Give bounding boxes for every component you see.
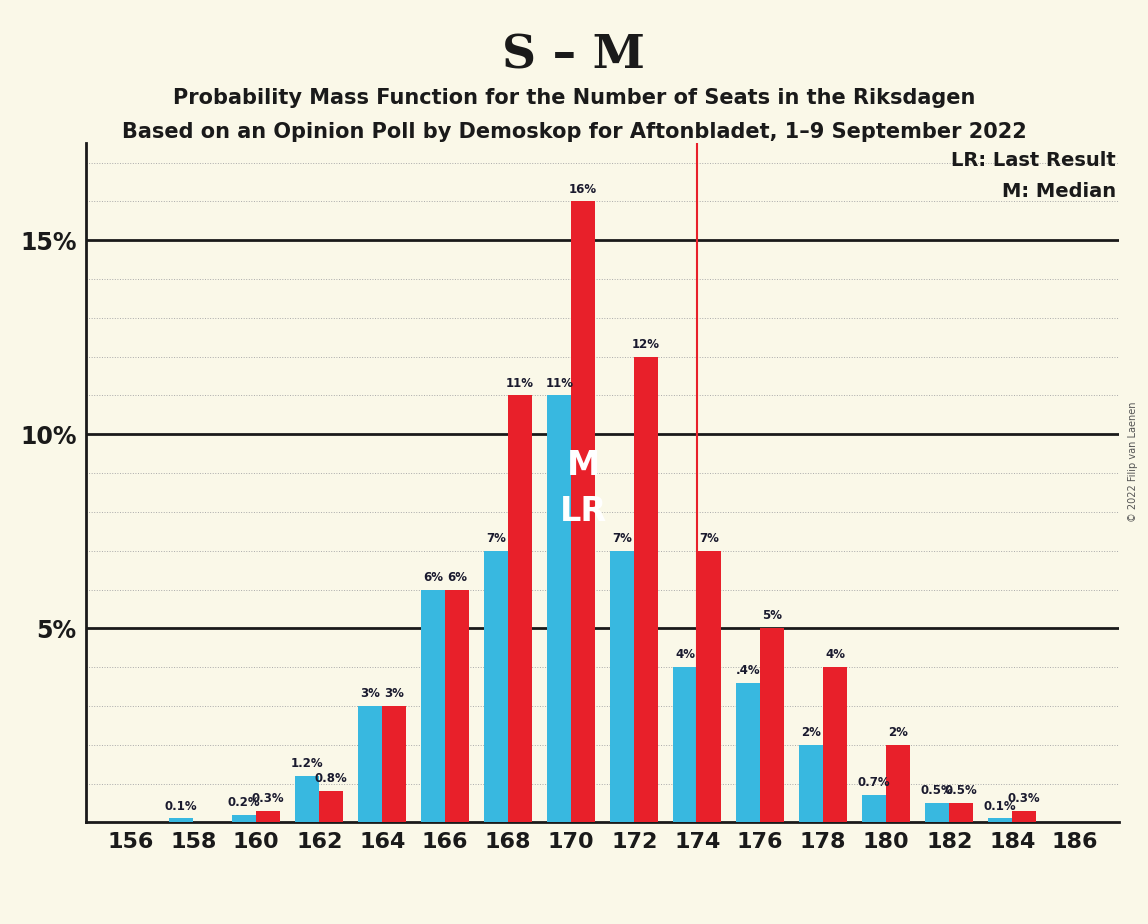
Text: 3%: 3% — [385, 687, 404, 700]
Bar — [862, 796, 886, 822]
Bar — [484, 551, 509, 822]
Bar — [232, 815, 256, 822]
Bar — [382, 706, 406, 822]
Text: 2%: 2% — [801, 726, 821, 739]
Bar — [760, 628, 784, 822]
Bar — [256, 810, 280, 822]
Text: 3%: 3% — [360, 687, 380, 700]
Text: 5%: 5% — [762, 610, 782, 623]
Bar — [1013, 810, 1037, 822]
Bar — [736, 683, 760, 822]
Text: 0.3%: 0.3% — [1008, 792, 1040, 805]
Bar — [509, 395, 533, 822]
Text: 0.5%: 0.5% — [945, 784, 978, 797]
Text: 4%: 4% — [675, 649, 696, 662]
Text: M: Median: M: Median — [1002, 182, 1116, 201]
Text: 0.1%: 0.1% — [984, 799, 1016, 813]
Bar — [421, 590, 445, 822]
Text: 2%: 2% — [889, 726, 908, 739]
Text: 1.2%: 1.2% — [290, 757, 324, 770]
Bar — [634, 357, 658, 822]
Text: 7%: 7% — [487, 532, 506, 545]
Text: 6%: 6% — [448, 571, 467, 584]
Text: LR: Last Result: LR: Last Result — [952, 151, 1116, 170]
Bar — [548, 395, 572, 822]
Text: Probability Mass Function for the Number of Seats in the Riksdagen: Probability Mass Function for the Number… — [173, 88, 975, 108]
Text: 16%: 16% — [569, 183, 597, 196]
Text: S – M: S – M — [503, 32, 645, 79]
Bar — [358, 706, 382, 822]
Text: © 2022 Filip van Laenen: © 2022 Filip van Laenen — [1128, 402, 1138, 522]
Bar — [697, 551, 721, 822]
Bar — [572, 201, 595, 822]
Bar — [988, 819, 1013, 822]
Text: .4%: .4% — [736, 663, 760, 676]
Text: 6%: 6% — [424, 571, 443, 584]
Text: Based on an Opinion Poll by Demoskop for Aftonbladet, 1–9 September 2022: Based on an Opinion Poll by Demoskop for… — [122, 122, 1026, 142]
Text: 0.8%: 0.8% — [315, 772, 348, 785]
Bar — [169, 819, 193, 822]
Bar — [823, 667, 847, 822]
Text: 0.5%: 0.5% — [921, 784, 954, 797]
Bar — [949, 803, 974, 822]
Text: LR: LR — [559, 495, 607, 529]
Text: 12%: 12% — [633, 338, 660, 351]
Text: 0.7%: 0.7% — [858, 776, 891, 789]
Bar — [295, 776, 319, 822]
Text: 11%: 11% — [545, 377, 573, 390]
Bar — [799, 745, 823, 822]
Text: M: M — [567, 449, 599, 481]
Text: 11%: 11% — [506, 377, 534, 390]
Text: 4%: 4% — [825, 649, 845, 662]
Text: 0.2%: 0.2% — [228, 796, 261, 808]
Bar — [673, 667, 697, 822]
Bar — [445, 590, 470, 822]
Text: 0.1%: 0.1% — [165, 799, 197, 813]
Bar — [925, 803, 949, 822]
Bar — [611, 551, 634, 822]
Bar — [886, 745, 910, 822]
Text: 0.3%: 0.3% — [251, 792, 285, 805]
Text: 7%: 7% — [699, 532, 719, 545]
Text: 7%: 7% — [612, 532, 633, 545]
Bar — [319, 791, 343, 822]
